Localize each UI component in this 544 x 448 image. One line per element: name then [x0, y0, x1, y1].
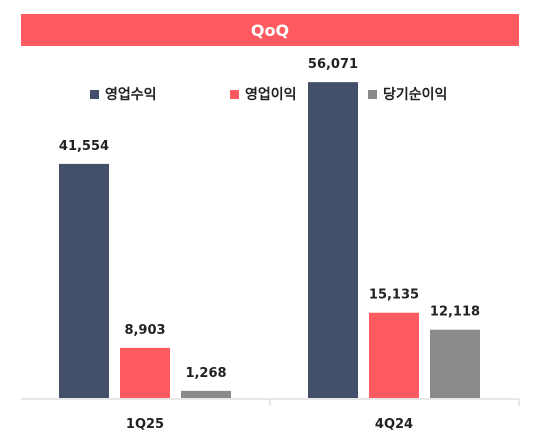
data-label-1q25-series-1: 41,554	[59, 139, 109, 154]
legend-label-series-3: 당기순이익	[383, 87, 448, 103]
legend-item-series-1: 영업수익	[90, 84, 157, 104]
legend-label-series-1: 영업수익	[105, 87, 157, 103]
bar-1q25-series-2	[120, 347, 170, 398]
chart-title: QoQ	[250, 20, 290, 40]
bar-1q25-series-3	[181, 390, 231, 398]
data-label-4q24-series-1: 56,071	[308, 57, 358, 72]
bar-4q24-series-3	[430, 329, 480, 398]
data-label-1q25-series-3: 1,268	[185, 366, 226, 381]
x-tick-label-1q25: 1Q25	[126, 417, 164, 432]
legend-label-series-2: 영업이익	[245, 87, 297, 103]
data-label-4q24-series-3: 12,118	[430, 305, 480, 320]
bar-1q25-series-1	[59, 163, 109, 398]
legend-item-series-3: 당기순이익	[368, 84, 447, 104]
legend-swatch-series-3	[368, 89, 377, 99]
bar-4q24-series-1	[308, 82, 358, 399]
chart-legend: 영업수익 영업이익 당기순이익	[0, 84, 544, 108]
legend-swatch-series-2	[230, 89, 239, 99]
legend-swatch-series-1	[90, 89, 99, 99]
bar-4q24-series-2	[369, 312, 419, 398]
chart-title-bar: QoQ	[21, 14, 519, 46]
legend-item-series-2: 영업이익	[230, 84, 297, 104]
x-tick-label-4q24: 4Q24	[375, 417, 413, 432]
data-label-1q25-series-2: 8,903	[124, 323, 165, 338]
data-label-4q24-series-2: 15,135	[369, 288, 419, 303]
